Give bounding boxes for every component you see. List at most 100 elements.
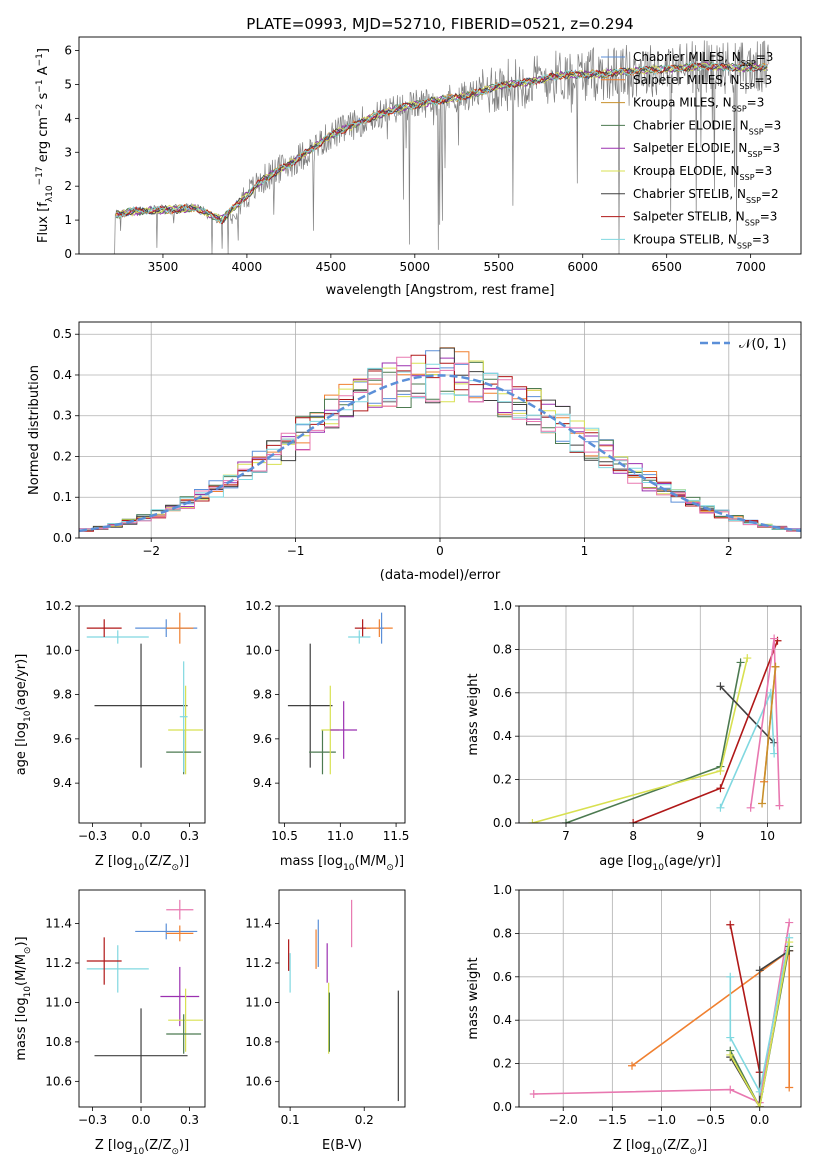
y-axis-label: mass [log10(M/M⊙)]: [14, 936, 33, 1060]
y-tick-label: 0: [64, 247, 72, 261]
y-tick-label: 0.6: [493, 970, 512, 984]
y-tick-label: 0.0: [493, 816, 512, 830]
x-axis-label-part: (Z/Z: [144, 854, 171, 869]
legend-sub: SSP: [737, 241, 752, 250]
x-axis-label-part: (age/yr)]: [664, 854, 721, 869]
mass-weight-marker: [785, 918, 794, 927]
x-tick-label: 0.0: [131, 829, 150, 843]
x-tick-label: 10.5: [271, 829, 298, 843]
x-axis-label: Z [log10(Z/Z⊙)]: [95, 854, 189, 873]
x-tick-label: 11.5: [383, 829, 410, 843]
mass-weight-marker: [529, 1089, 538, 1098]
y-tick-label: 10.6: [245, 1074, 272, 1088]
x-tick-label: 7000: [735, 260, 766, 274]
x-axis-label-part: ⊙: [386, 863, 394, 873]
mass-weight-line: [565, 662, 742, 823]
y-tick-label: 10.0: [45, 643, 72, 657]
mass-weight-marker: [758, 799, 767, 808]
mass-weight-marker: [726, 1050, 735, 1059]
mass-weight-marker: [785, 1083, 794, 1092]
legend-series-name: Chabrier MILES, N: [633, 50, 741, 64]
legend-entry: Kroupa STELIB, NSSP=3: [633, 232, 770, 250]
mass-weight-marker: [770, 634, 779, 643]
y-tick-label: 1.0: [493, 883, 512, 897]
y-tick-label: 10.8: [45, 1035, 72, 1049]
axes-frame: [518, 605, 802, 824]
x-tick-label: 8: [629, 829, 637, 843]
y-tick-label: 11.4: [245, 917, 272, 931]
x-axis-label: Z [log10(Z/Z⊙)]: [613, 1138, 707, 1157]
axes-frame: [78, 36, 802, 255]
plot-area: [79, 347, 801, 533]
x-axis-label-part: (Z/Z: [662, 1138, 689, 1153]
panel-residuals: −2 −1 0 1 2 0.0 0.1 0.2 0.3 0.4 0.5 𝒩(0, 1) (data-mo…: [27, 321, 802, 583]
x-tick-label: 5500: [483, 260, 514, 274]
y-axis-label: Flux [fλ10−17 erg cm−2 s−1 A−1]: [35, 48, 55, 243]
y-axis-label-part: erg cm: [36, 117, 51, 166]
x-tick-label: 0: [436, 544, 444, 558]
y-tick-label: 0.2: [53, 449, 72, 463]
legend-nssp: =3: [747, 96, 765, 110]
y-tick-label: 0.8: [493, 642, 512, 656]
panel-spectrum: 3500 4000 4500 5000 5500 6000 6500 7000 0 1 2 3 4 5 6 C…: [35, 36, 802, 298]
y-axis-label-part: )]: [14, 936, 29, 946]
x-axis-label: mass [log10(M/M⊙)]: [280, 854, 404, 873]
legend-sub: SSP: [745, 218, 760, 227]
x-axis-label-part: Z [log: [613, 1138, 651, 1153]
legend-nssp: =3: [762, 141, 780, 155]
mass-weight-marker: [726, 1085, 735, 1094]
mass-weight-marker: [726, 920, 735, 929]
axes-frame: [78, 605, 206, 824]
legend-sub: SSP: [749, 127, 764, 136]
x-axis-label-part: ⊙: [689, 1147, 697, 1157]
y-tick-label: 9.8: [53, 688, 72, 702]
mass-weight-marker: [775, 801, 784, 810]
mass-weight-marker: [716, 766, 725, 775]
x-axis-label-part: )]: [394, 854, 404, 869]
mass-weight-marker: [770, 749, 779, 758]
axes-frame: [278, 889, 406, 1108]
x-tick-label: 4000: [232, 260, 263, 274]
x-tick-label: 9: [696, 829, 704, 843]
mass-weight-marker: [562, 819, 570, 823]
plot-area: [529, 918, 794, 1107]
y-axis-label-part: λ: [45, 196, 55, 202]
mass-weight-line: [719, 685, 775, 744]
x-axis-label-part: ⊙: [171, 863, 179, 873]
plot-area: [86, 612, 204, 775]
legend-nssp: =2: [761, 187, 779, 201]
y-axis-label-part: 10: [23, 986, 33, 998]
axes-frame: [518, 889, 802, 1108]
model-spectrum-line: [115, 62, 768, 225]
x-axis-label-part: 10: [343, 863, 355, 873]
mass-weight-marker: [746, 803, 755, 812]
x-tick-label: 2: [725, 544, 733, 558]
panel-ebv-mass: 0.1 0.2 10.6 10.8 11.0 11.2 11.4 E(B-V): [245, 889, 406, 1153]
legend-series-name: Kroupa MILES, N: [633, 96, 732, 110]
axes-frame: [278, 605, 406, 824]
x-axis-label-part: )]: [179, 1138, 189, 1153]
plot-area: [86, 899, 204, 1104]
y-tick-label: 11.2: [245, 956, 272, 970]
x-tick-label: −0.3: [78, 1113, 107, 1127]
x-axis-label-part: Z [log: [95, 854, 133, 869]
y-tick-label: 0.6: [493, 686, 512, 700]
y-tick-label: 9.6: [253, 732, 272, 746]
mass-weight-line: [719, 692, 775, 809]
y-tick-label: 0.4: [493, 729, 512, 743]
y-tick-label: 0.1: [53, 490, 72, 504]
x-tick-label: 10: [760, 829, 775, 843]
y-axis-label-part: (M/M: [14, 954, 29, 986]
y-axis-label-part: age [log: [14, 722, 29, 775]
y-tick-label: 3: [64, 145, 72, 159]
y-tick-label: 10.0: [245, 643, 272, 657]
panel-z-massweight: −2.0 −1.5 −1.0 −0.5 0.0 0.0 0.2 0.4 0.6 0.8 1.0 Z […: [466, 883, 802, 1157]
legend-sub: SSP: [746, 195, 761, 204]
mass-weight-marker: [736, 658, 745, 667]
x-axis-label: E(B-V): [322, 1138, 362, 1153]
y-tick-label: 6: [64, 44, 72, 58]
y-axis-label-part: mass [log: [14, 997, 29, 1060]
y-tick-label: 5: [64, 77, 72, 91]
